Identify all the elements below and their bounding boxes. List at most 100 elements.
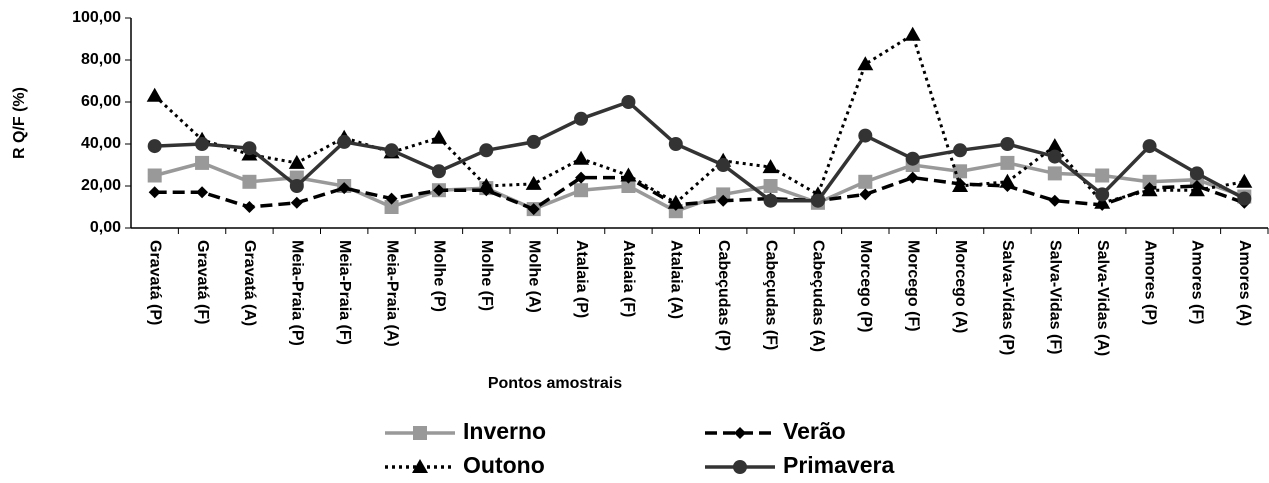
y-tick-label: 60,00: [81, 93, 121, 110]
marker: [147, 168, 162, 183]
x-tick-label: Salva-Vidas (P): [999, 240, 1016, 355]
marker: [858, 128, 873, 143]
marker: [432, 184, 445, 197]
marker: [953, 164, 968, 179]
marker: [525, 175, 542, 190]
x-tick-label: Gravatá (A): [241, 240, 258, 326]
x-axis-label: Pontos amostrais: [488, 375, 622, 392]
x-tick-label: Atalaia (A): [668, 240, 685, 319]
x-tick-label: Meia-Praia (F): [336, 240, 353, 345]
series-line: [154, 175, 1245, 212]
x-tick-label: Salva-Vidas (A): [1094, 240, 1111, 356]
marker: [1047, 166, 1062, 181]
x-tick-label: Morcego (F): [904, 240, 921, 332]
marker: [385, 192, 398, 205]
x-tick-label: Molhe (F): [478, 240, 495, 311]
marker: [1047, 149, 1062, 164]
marker: [1236, 173, 1253, 188]
marker: [526, 134, 541, 149]
legend-label: Inverno: [463, 418, 546, 444]
x-tick-label: Salva-Vidas (F): [1047, 240, 1064, 354]
marker: [1095, 187, 1110, 202]
x-tick-label: Cabeçudas (P): [715, 240, 732, 351]
x-tick-label: Atalaia (P): [573, 240, 590, 318]
y-tick-label: 0,00: [90, 219, 121, 236]
marker: [289, 179, 304, 193]
marker: [243, 201, 256, 213]
x-tick-label: Amores (F): [1189, 240, 1206, 324]
marker: [810, 193, 825, 208]
x-tick-label: Meia-Praia (P): [289, 240, 306, 346]
marker: [904, 26, 921, 41]
marker: [1046, 138, 1063, 153]
marker: [1000, 155, 1015, 170]
marker: [384, 200, 399, 214]
marker: [146, 87, 163, 102]
x-tick-label: Amores (P): [1141, 240, 1158, 325]
marker: [734, 427, 746, 439]
x-tick-label: Gravatá (F): [194, 240, 211, 324]
marker: [413, 426, 427, 440]
y-tick-label: 80,00: [81, 51, 121, 68]
marker: [859, 188, 872, 201]
marker: [574, 183, 589, 198]
marker: [1141, 182, 1158, 197]
marker: [1189, 166, 1204, 181]
marker: [242, 141, 257, 156]
marker: [1142, 139, 1157, 154]
marker: [620, 167, 637, 182]
x-tick-label: Meia-Praia (A): [383, 240, 400, 347]
marker: [858, 174, 873, 189]
marker: [857, 56, 874, 71]
marker: [762, 159, 779, 174]
marker: [621, 179, 636, 193]
marker: [147, 139, 162, 154]
marker: [290, 196, 303, 209]
marker: [338, 182, 351, 195]
marker: [1094, 194, 1111, 209]
legend-label: Primavera: [783, 452, 894, 478]
x-tick-label: Atalaia (F): [620, 240, 637, 317]
marker: [575, 171, 588, 184]
legend-label: Outono: [463, 452, 545, 478]
marker: [1142, 174, 1157, 189]
x-tick-label: Morcego (A): [952, 240, 969, 333]
series-line: [153, 32, 1245, 205]
marker: [621, 95, 636, 109]
x-tick-label: Morcego (P): [857, 240, 874, 332]
marker: [412, 459, 428, 473]
marker: [196, 186, 209, 199]
marker: [478, 178, 495, 192]
marker: [953, 143, 968, 158]
x-tick-label: Molhe (A): [525, 240, 542, 313]
marker: [1000, 137, 1015, 151]
marker: [527, 203, 540, 216]
y-axis-label: R Q/F (%): [11, 87, 28, 159]
marker: [1048, 194, 1061, 207]
marker: [763, 179, 778, 193]
marker: [906, 171, 919, 184]
x-tick-label: Gravatá (P): [146, 240, 163, 325]
marker: [716, 158, 731, 172]
marker: [242, 174, 257, 189]
marker: [999, 173, 1016, 188]
marker: [430, 129, 447, 144]
marker: [337, 134, 352, 149]
marker: [763, 193, 778, 208]
y-tick-label: 20,00: [81, 177, 121, 194]
marker: [716, 187, 731, 202]
series-line: [154, 161, 1245, 214]
marker: [195, 137, 210, 151]
marker: [667, 194, 684, 209]
marker: [905, 151, 920, 166]
series-line: [154, 100, 1246, 203]
marker: [574, 111, 589, 126]
marker: [431, 164, 446, 179]
marker: [1095, 168, 1110, 183]
y-tick-label: 40,00: [81, 135, 121, 152]
marker: [288, 154, 305, 169]
marker: [952, 178, 969, 192]
legend-label: Verão: [783, 418, 846, 444]
